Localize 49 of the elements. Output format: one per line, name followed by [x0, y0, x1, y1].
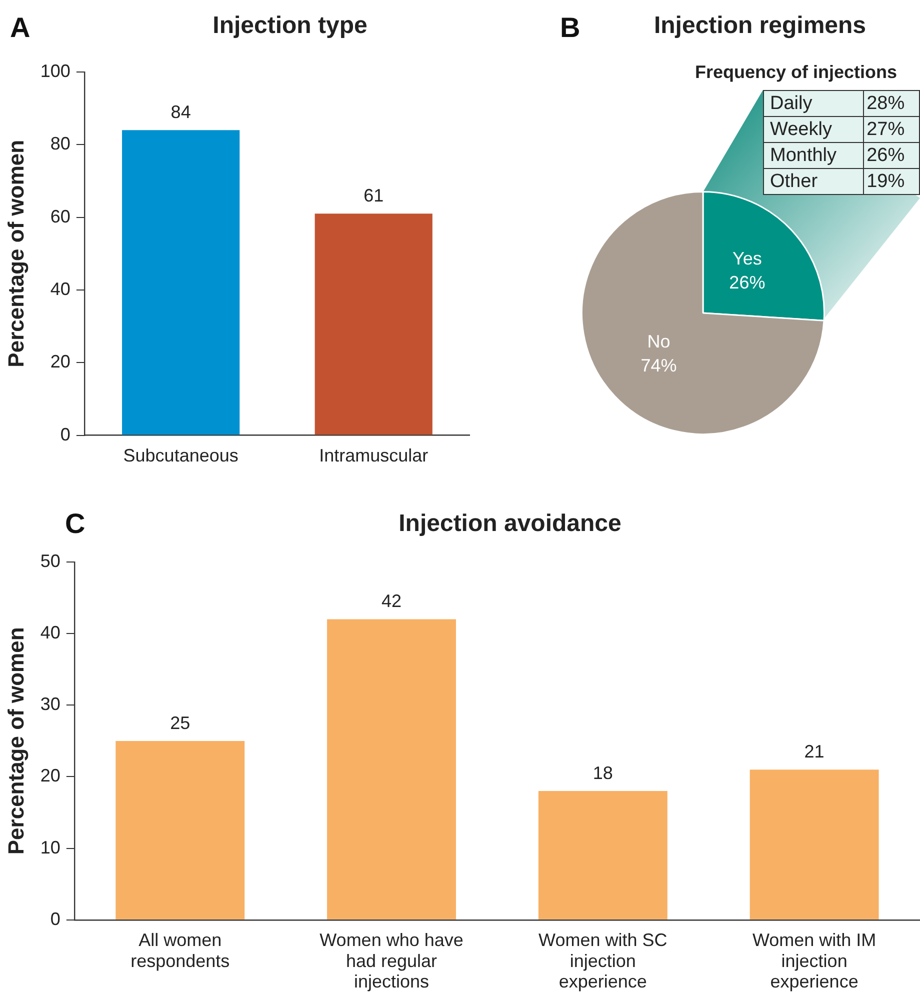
data-label: 21 — [804, 742, 824, 762]
y-tick-label: 80 — [50, 134, 70, 154]
x-tick-label: All women respondents — [130, 930, 230, 971]
x-tick-label: Women who have had regular injections — [320, 930, 464, 992]
x-tick-label: Women with IM injection experience — [752, 930, 876, 992]
text: A — [10, 12, 30, 44]
category-label: Other — [764, 168, 864, 194]
text: B — [560, 12, 580, 44]
y-axis-title: Percentage of women — [3, 140, 28, 368]
data-label: 61 — [364, 186, 384, 206]
x-tick-label: Intramuscular — [319, 446, 428, 466]
y-tick-label: 10 — [40, 837, 60, 858]
text: Frequency of injections — [694, 62, 898, 83]
chart-title: Injection type — [212, 12, 368, 40]
data-label: 42 — [382, 591, 402, 612]
y-tick-label: 40 — [40, 622, 60, 643]
category-label: Daily — [764, 90, 864, 116]
data-label: 84 — [170, 102, 191, 122]
x-tick-label: Subcutaneous — [123, 446, 238, 466]
bar — [116, 740, 245, 920]
y-tick-label: 0 — [60, 424, 70, 444]
text: 27% — [866, 118, 905, 140]
text: 28% — [866, 92, 905, 114]
y-tick-label: 60 — [50, 206, 70, 226]
y-tick-label: 20 — [40, 766, 60, 786]
text: C — [65, 508, 86, 540]
y-tick-label: 50 — [40, 550, 60, 571]
data-label: 25 — [170, 712, 190, 733]
y-tick-label: 40 — [50, 278, 70, 299]
x-tick-label: Women with SC injection experience — [538, 930, 668, 992]
data-label: 26% — [729, 272, 766, 292]
data-label: 18 — [592, 763, 613, 784]
bar — [538, 791, 668, 920]
chart-title: Injection avoidance — [398, 510, 622, 538]
text: 19% — [866, 170, 905, 192]
data-label: 74% — [640, 355, 677, 376]
y-axis-title: Percentage of women — [3, 627, 28, 855]
bar — [750, 770, 879, 920]
slice-label: Yes — [732, 248, 762, 268]
y-tick-label: 20 — [50, 352, 70, 372]
bar — [327, 619, 456, 920]
y-tick-label: 0 — [50, 908, 60, 929]
category-label: Monthly — [764, 142, 864, 168]
y-tick-label: 100 — [40, 60, 70, 81]
slice-label: No — [647, 331, 670, 352]
text: 26% — [866, 144, 905, 166]
chart-title: Injection regimens — [652, 12, 868, 40]
y-tick-label: 30 — [40, 694, 60, 714]
category-label: Weekly — [764, 116, 864, 142]
